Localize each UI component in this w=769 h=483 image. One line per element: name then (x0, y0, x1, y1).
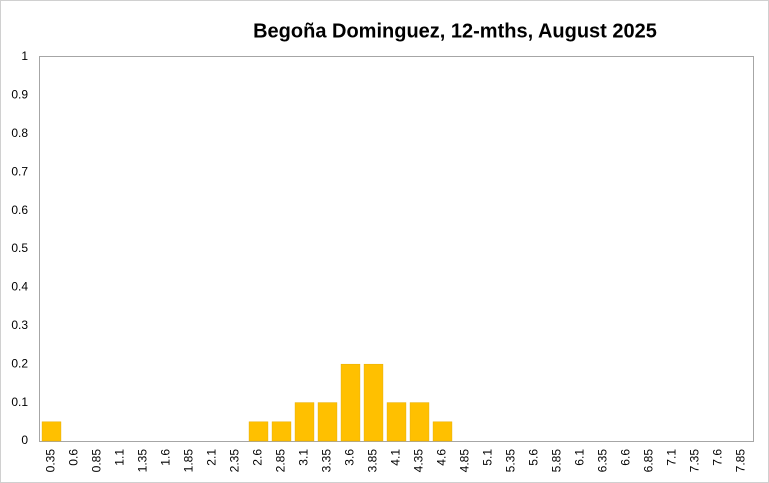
x-tick-label: 1.6 (159, 449, 173, 466)
x-tick-label: 4.1 (389, 449, 403, 466)
bar (432, 421, 453, 442)
x-tick-label: 7.85 (734, 449, 748, 473)
x-tick-label: 3.85 (366, 449, 380, 473)
bar (271, 421, 292, 442)
x-tick-label: 2.1 (205, 449, 219, 466)
y-tick-label: 0.4 (11, 280, 28, 294)
x-tick-label: 6.85 (642, 449, 656, 473)
x-tick-label: 7.1 (665, 449, 679, 466)
y-tick-label: 0.6 (11, 203, 28, 217)
y-tick-label: 0.7 (11, 164, 28, 178)
x-tick-label: 4.85 (458, 449, 472, 473)
y-tick-label: 0.2 (11, 356, 28, 370)
x-tick-label: 0.35 (44, 449, 58, 473)
bar (363, 363, 384, 442)
bar (317, 402, 338, 442)
y-tick-label: 0.1 (11, 395, 28, 409)
x-tick-label: 0.6 (67, 449, 81, 466)
x-tick-label: 5.35 (504, 449, 518, 473)
x-tick-label: 1.1 (113, 449, 127, 466)
x-tick-label: 4.35 (412, 449, 426, 473)
y-tick-label: 0.5 (11, 241, 28, 255)
bar (294, 402, 315, 442)
x-tick-label: 3.1 (297, 449, 311, 466)
x-tick-label: 0.85 (90, 449, 104, 473)
x-tick-label: 6.6 (619, 449, 633, 466)
x-tick-label: 2.85 (274, 449, 288, 473)
x-tick-label: 3.35 (320, 449, 334, 473)
x-tick-label: 7.35 (688, 449, 702, 473)
x-tick-label: 4.6 (435, 449, 449, 466)
x-tick-label: 3.6 (343, 449, 357, 466)
x-tick-label: 6.1 (573, 449, 587, 466)
bar (409, 402, 430, 442)
x-tick-label: 5.85 (550, 449, 564, 473)
y-tick-label: 0.3 (11, 318, 28, 332)
plot-area (39, 56, 754, 442)
x-tick-label: 7.6 (711, 449, 725, 466)
bar (386, 402, 407, 442)
x-tick-label: 6.35 (596, 449, 610, 473)
y-tick-label: 0.9 (11, 88, 28, 102)
x-tick-label: 1.85 (182, 449, 196, 473)
x-tick-label: 2.35 (228, 449, 242, 473)
bar (41, 421, 62, 442)
y-tick-label: 0 (21, 433, 28, 447)
chart-title: Begoña Dominguez, 12-mths, August 2025 (253, 20, 657, 42)
x-tick-label: 2.6 (251, 449, 265, 466)
y-tick-label: 0.8 (11, 126, 28, 140)
x-tick-label: 1.35 (136, 449, 150, 473)
y-tick-label: 1 (21, 49, 28, 63)
x-tick-label: 5.1 (481, 449, 495, 466)
bar (248, 421, 269, 442)
x-tick-label: 5.6 (527, 449, 541, 466)
bar (340, 363, 361, 442)
